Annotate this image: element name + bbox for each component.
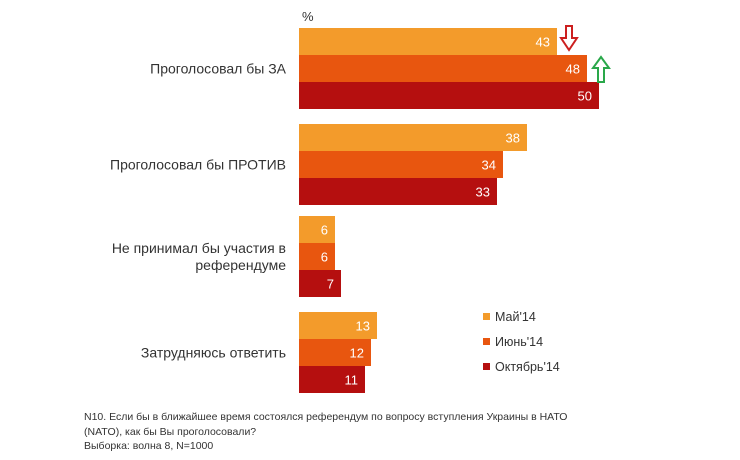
arrow-up-icon: [591, 55, 611, 83]
bar: [299, 124, 527, 151]
category-label: Проголосовал бы ЗА: [150, 61, 287, 77]
bar: [299, 55, 587, 82]
bar: [299, 178, 497, 205]
legend-swatch: [483, 363, 490, 370]
bar-value-label: 50: [578, 89, 592, 104]
footnote-line-question: N10. Если бы в ближайшее время состоялся…: [84, 411, 568, 423]
category-label: референдуме: [195, 257, 286, 273]
bar: [299, 312, 377, 339]
legend-label: Октябрь'14: [495, 360, 560, 374]
category-label: Проголосовал бы ПРОТИВ: [110, 157, 286, 173]
footnote-line-question-cont: (NATO), как бы Вы проголосовали?: [84, 425, 257, 438]
bar-value-label: 38: [506, 131, 520, 146]
legend-label: Май'14: [495, 310, 536, 324]
bar-value-label: 7: [327, 277, 334, 292]
category-label: Затрудняюсь ответить: [141, 345, 286, 361]
bar-value-label: 33: [476, 185, 490, 200]
bar-value-label: 6: [321, 223, 328, 238]
arrow-down-icon: [559, 25, 579, 52]
legend-label: Июнь'14: [495, 335, 543, 349]
footnote-line-sample: Выборка: волна 8, N=1000: [84, 440, 214, 452]
unit-label: %: [302, 9, 314, 24]
category-label: Не принимал бы участия в: [112, 240, 286, 256]
bar-value-label: 13: [356, 319, 370, 334]
bar-value-label: 12: [350, 346, 364, 361]
bar: [299, 243, 335, 270]
bar: [299, 82, 599, 109]
legend-swatch: [483, 338, 490, 345]
bar: [299, 339, 371, 366]
bar-value-label: 34: [482, 158, 496, 173]
bar: [299, 28, 557, 55]
bar-value-label: 6: [321, 250, 328, 265]
bar-value-label: 48: [566, 62, 580, 77]
bar-value-label: 11: [345, 373, 359, 388]
bar: [299, 366, 365, 393]
bar: [299, 151, 503, 178]
bar: [299, 270, 341, 297]
bar: [299, 216, 335, 243]
bar-value-label: 43: [536, 35, 550, 50]
chart: % Проголосовал бы ЗА 43 48 50 Проголосовал бы…: [110, 9, 611, 393]
legend-swatch: [483, 313, 490, 320]
footnote: N10. Если бы в ближайшее время состоялся…: [84, 410, 724, 454]
